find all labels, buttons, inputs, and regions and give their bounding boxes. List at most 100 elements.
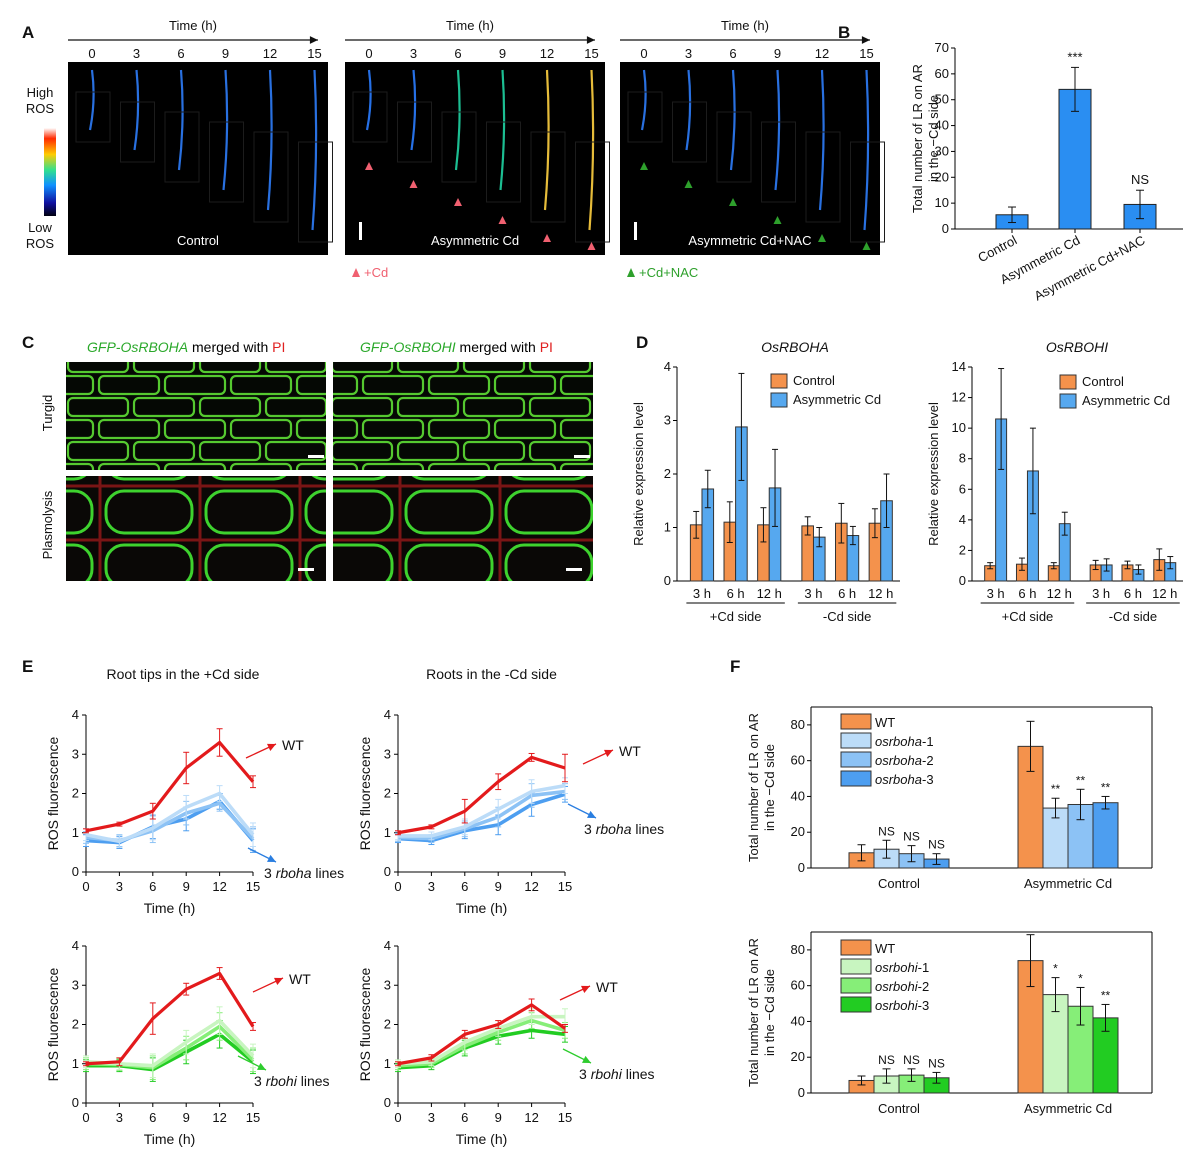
y-tick-label: 0 <box>664 573 671 588</box>
colorbar-low-label: Low <box>28 220 52 235</box>
x-tick-label: 6 <box>149 1110 156 1125</box>
scale-bar <box>308 455 324 458</box>
legend-label: WT <box>875 715 895 730</box>
time-tick-label: 12 <box>815 46 829 61</box>
x-tick-label: 0 <box>82 1110 89 1125</box>
lines-suffix: lines <box>622 1066 655 1082</box>
legend-arrowhead <box>352 268 360 277</box>
significance-label: ** <box>1051 782 1061 796</box>
lines-arrow-head <box>582 1055 591 1063</box>
y-tick-label: 0 <box>384 1095 391 1110</box>
wt-arrow-head <box>581 985 590 993</box>
wt-arrow-head <box>604 749 613 757</box>
series-line <box>397 1018 566 1068</box>
legend-label: osrboha-1 <box>875 734 934 749</box>
image-tile-outline <box>627 91 663 143</box>
group-label: -Cd side <box>823 609 871 624</box>
x-tick-label: 15 <box>246 879 260 894</box>
y-tick-label: 0 <box>72 1095 79 1110</box>
panel-label-B: B <box>838 23 850 42</box>
y-tick-label: 0 <box>384 864 391 879</box>
y-tick-label: 80 <box>791 942 805 957</box>
x-tick-label: 6 h <box>1124 586 1142 601</box>
significance-label: NS <box>878 824 895 838</box>
y-tick-label: 10 <box>935 195 949 210</box>
wt-annotation: WT <box>596 979 618 995</box>
y-axis-title: in the −Cd side <box>762 744 777 831</box>
legend-swatch <box>840 713 872 730</box>
x-tick-label: 6 <box>461 879 468 894</box>
legend-swatch <box>1059 393 1077 409</box>
image-tile-outline <box>120 101 155 163</box>
lines-gene: rboha <box>596 821 632 837</box>
image-tile-outline <box>164 111 200 183</box>
x-tick-label: Asymmetric Cd <box>1024 1101 1112 1116</box>
legend-swatch <box>840 958 872 975</box>
significance-label: NS <box>928 838 945 852</box>
colorbar-high-label: ROS <box>26 101 55 116</box>
series-line <box>397 789 566 841</box>
x-tick-label: Control <box>878 876 920 891</box>
legend-swatch <box>840 996 872 1013</box>
panel-label-E: E <box>22 657 33 676</box>
treatment-arrowhead <box>365 162 373 170</box>
treatment-arrowhead <box>729 198 737 206</box>
x-tick-label: 0 <box>394 879 401 894</box>
image-tile-outline <box>672 101 707 163</box>
legend-gene: osrbohi <box>875 979 919 994</box>
legend-line-number: -1 <box>918 960 930 975</box>
lines-count: 3 <box>264 865 276 881</box>
x-tick-label: 3 <box>428 1110 435 1125</box>
y-tick-label: 30 <box>935 143 949 158</box>
legend-line-number: -3 <box>922 772 934 787</box>
y-tick-label: 3 <box>664 413 671 428</box>
image-tile-outline <box>575 141 610 243</box>
legend-label: osrbohi-1 <box>875 960 929 975</box>
significance-label: NS <box>903 830 920 844</box>
x-tick-label: 9 <box>183 879 190 894</box>
plasmolysis-cell-image <box>333 476 593 581</box>
bar <box>1092 802 1119 869</box>
time-axis-arrow-head <box>861 36 870 44</box>
root-strand <box>588 69 595 231</box>
condition-label: Asymmetric Cd <box>431 233 519 248</box>
lines-annotation: 3 rboha lines <box>584 821 664 837</box>
root-strand <box>685 69 692 151</box>
lines-count: 3 <box>579 1066 591 1082</box>
image-tile-outline <box>850 141 885 243</box>
series-line <box>85 971 255 1066</box>
time-tick-label: 15 <box>307 46 321 61</box>
y-tick-label: 4 <box>664 359 671 374</box>
x-tick-label: 12 h <box>757 586 782 601</box>
root-strand <box>543 69 550 211</box>
time-axis-arrow-head <box>586 36 595 44</box>
x-tick-label: 0 <box>394 1110 401 1125</box>
x-tick-label: 6 h <box>838 586 856 601</box>
treatment-arrowhead <box>543 234 551 242</box>
y-tick-label: 12 <box>952 390 966 405</box>
image-tile-outline <box>716 111 752 183</box>
bar <box>1058 88 1092 230</box>
time-tick-label: 3 <box>133 46 140 61</box>
treatment-arrowhead <box>773 216 782 224</box>
y-tick-label: 3 <box>384 977 391 992</box>
y-tick-label: 1 <box>384 825 391 840</box>
x-tick-label: Asymmetric Cd <box>1024 876 1112 891</box>
turgid-cell-image <box>66 362 326 470</box>
panel-c-title-2: GFP-OsRBOHI merged with PI <box>360 339 553 355</box>
root-image-panel <box>68 62 328 255</box>
lines-annotation: 3 rboha lines <box>264 865 344 881</box>
x-tick-label: 15 <box>246 1110 260 1125</box>
treatment-arrowhead <box>409 180 418 188</box>
legend-swatch <box>840 770 872 787</box>
root-strand <box>774 69 781 191</box>
lines-suffix: lines <box>297 1073 330 1089</box>
legend-line-number: -2 <box>918 979 930 994</box>
y-tick-label: 40 <box>791 1013 805 1028</box>
time-tick-label: 0 <box>640 46 647 61</box>
treatment-arrowhead <box>684 180 693 188</box>
x-tick-label: 12 <box>212 879 226 894</box>
legend-swatch <box>1059 374 1077 390</box>
y-axis-title: Relative expression level <box>631 402 646 546</box>
chart-title: OsRBOHI <box>1046 339 1108 355</box>
